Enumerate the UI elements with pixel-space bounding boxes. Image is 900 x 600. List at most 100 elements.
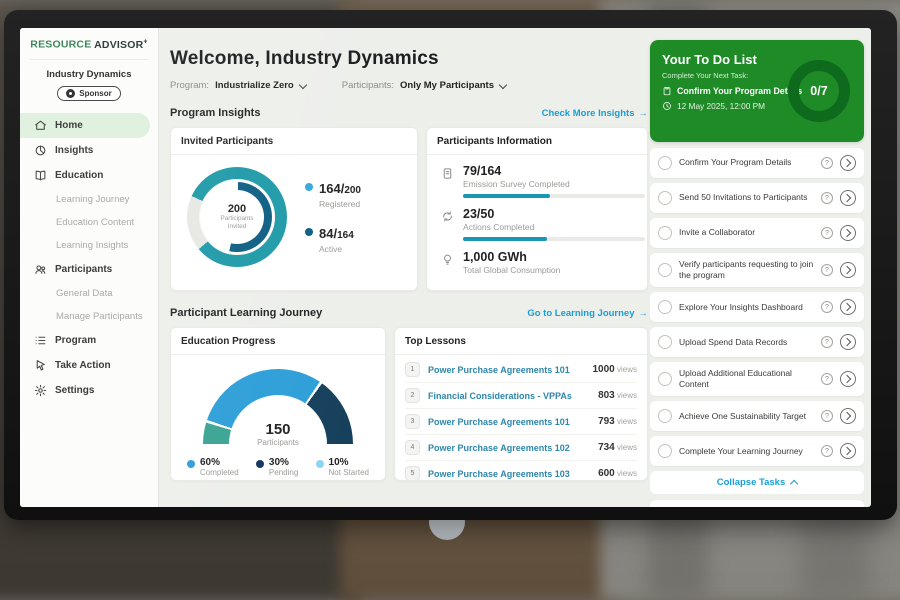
book-icon <box>34 169 47 182</box>
help-icon[interactable]: ? <box>821 264 833 277</box>
task-checkbox[interactable] <box>658 335 672 350</box>
collapse-tasks-button[interactable]: Collapse Tasks <box>650 471 864 495</box>
task-open-button[interactable] <box>840 225 856 241</box>
gauge-center-value: 150 <box>265 421 291 438</box>
task-checkbox[interactable] <box>658 263 672 278</box>
task-row-achieve-target[interactable]: Achieve One Sustainability Target ? <box>650 401 864 432</box>
top-lessons-card: Top Lessons 1 Power Purchase Agreements … <box>394 327 648 481</box>
help-icon[interactable]: ? <box>821 192 833 204</box>
chevron-right-icon <box>842 374 852 384</box>
task-row-verify-participants[interactable]: Verify participants requesting to join t… <box>650 253 864 288</box>
chevron-right-icon <box>842 337 852 347</box>
task-checkbox[interactable] <box>658 300 672 315</box>
lesson-link[interactable]: Power Purchase Agreements 101 <box>428 416 570 427</box>
sidebar-item-insights[interactable]: Insights <box>20 138 150 163</box>
recent-news-title: Recent News <box>650 500 864 507</box>
page-title: Welcome, Industry Dynamics <box>170 48 439 69</box>
help-icon[interactable]: ? <box>821 410 833 423</box>
task-open-button[interactable] <box>840 408 856 425</box>
gauge-center-label: Participants <box>257 438 299 447</box>
sidebar-item-general-data[interactable]: General Data <box>20 282 150 305</box>
task-row-confirm-program[interactable]: Confirm Your Program Details ? <box>650 148 864 178</box>
task-row-complete-learning-journey[interactable]: Complete Your Learning Journey ? <box>650 436 864 467</box>
go-to-learning-journey-link[interactable]: Go to Learning Journey → <box>527 307 649 319</box>
task-checkbox[interactable] <box>658 156 672 170</box>
sidebar-item-home[interactable]: Home <box>20 112 150 138</box>
program-dropdown[interactable]: Industrialize Zero <box>215 80 307 91</box>
sidebar-item-settings[interactable]: Settings <box>20 378 150 403</box>
task-row-send-invitations[interactable]: Send 50 Invitations to Participants ? <box>650 183 864 213</box>
nav-label: Program <box>55 334 97 346</box>
task-checkbox[interactable] <box>658 409 672 424</box>
donut-center-label: Participants Invited <box>220 214 254 230</box>
sidebar-item-education-content[interactable]: Education Content <box>20 211 150 234</box>
todo-subtitle: Complete Your Next Task: <box>662 71 749 80</box>
help-icon[interactable]: ? <box>821 227 833 239</box>
lesson-link[interactable]: Financial Considerations - VPPAs <box>428 390 572 401</box>
help-icon[interactable]: ? <box>821 336 833 349</box>
task-open-button[interactable] <box>840 155 856 171</box>
legend-dot-registered <box>305 183 313 191</box>
donut-legend: 164/200 Registered 84/164 Active <box>305 180 361 254</box>
sidebar-item-learning-journey[interactable]: Learning Journey <box>20 188 150 211</box>
todo-title: Your To Do List <box>662 52 757 67</box>
card-title: Top Lessons <box>395 328 647 355</box>
stat-global-consumption: 1,000 GWh Total Global Consumption <box>441 250 633 275</box>
sidebar-item-manage-participants[interactable]: Manage Participants <box>20 305 150 328</box>
actions-icon <box>441 210 454 223</box>
help-icon[interactable]: ? <box>821 157 833 169</box>
help-icon[interactable]: ? <box>821 301 833 314</box>
nav-label: Participants <box>55 263 113 275</box>
task-checkbox[interactable] <box>658 191 672 205</box>
clock-icon <box>662 101 672 111</box>
check-more-insights-link[interactable]: Check More Insights → <box>541 107 648 119</box>
next-task-label: Confirm Your Program Details <box>677 86 803 96</box>
task-checkbox[interactable] <box>658 226 672 240</box>
sidebar-item-take-action[interactable]: Take Action <box>20 353 150 378</box>
lesson-link[interactable]: Power Purchase Agreements 102 <box>428 442 570 453</box>
task-open-button[interactable] <box>840 262 856 279</box>
lesson-row: 1 Power Purchase Agreements 101 1000 vie… <box>405 357 637 383</box>
chevron-down-icon <box>298 80 307 89</box>
lesson-link[interactable]: Power Purchase Agreements 101 <box>428 364 570 375</box>
lesson-row: 4 Power Purchase Agreements 102 734 view… <box>405 435 637 461</box>
participants-dropdown[interactable]: Only My Participants <box>400 80 508 91</box>
sidebar-nav: Home Insights Education Learning Journey <box>20 112 158 403</box>
task-row-upload-educational-content[interactable]: Upload Additional Educational Content ? <box>650 362 864 397</box>
progress-fill <box>463 237 547 241</box>
task-checkbox[interactable] <box>658 372 672 387</box>
list-icon <box>34 334 47 347</box>
sidebar: RESOURCE ADVISOR+ Industry Dynamics Spon… <box>20 28 159 507</box>
task-open-button[interactable] <box>840 299 856 316</box>
due-date: 12 May 2025, 12:00 PM <box>677 101 766 111</box>
task-checkbox[interactable] <box>658 444 672 459</box>
help-icon[interactable]: ? <box>821 373 833 386</box>
lesson-link[interactable]: Power Purchase Agreements 103 <box>428 468 570 479</box>
sidebar-item-education[interactable]: Education <box>20 163 150 188</box>
sidebar-item-program[interactable]: Program <box>20 328 150 353</box>
nav-label: Insights <box>55 144 94 156</box>
chevron-right-icon <box>842 265 852 275</box>
todo-task-list: Confirm Your Program Details ? Send 50 I… <box>650 148 864 495</box>
organization-name: Industry Dynamics <box>46 68 132 80</box>
task-open-button[interactable] <box>840 190 856 206</box>
lesson-row: 3 Power Purchase Agreements 101 793 view… <box>405 409 637 435</box>
task-row-explore-insights[interactable]: Explore Your Insights Dashboard ? <box>650 292 864 323</box>
education-gauge-chart: 150 Participants <box>203 369 353 447</box>
task-row-invite-collaborator[interactable]: Invite a Collaborator ? <box>650 218 864 248</box>
task-open-button[interactable] <box>840 443 856 460</box>
task-row-upload-spend-data[interactable]: Upload Spend Data Records ? <box>650 327 864 358</box>
help-icon[interactable]: ? <box>821 445 833 458</box>
sidebar-item-learning-insights[interactable]: Learning Insights <box>20 234 150 257</box>
sponsor-badge[interactable]: Sponsor <box>57 85 121 101</box>
task-open-button[interactable] <box>840 371 856 388</box>
participants-dropdown-value: Only My Participants <box>400 80 494 91</box>
arrow-right-icon: → <box>638 307 649 319</box>
legend-label: Registered <box>319 199 361 209</box>
rank-badge: 1 <box>405 362 420 377</box>
sponsor-icon <box>66 88 76 98</box>
sidebar-item-participants[interactable]: Participants <box>20 257 150 282</box>
main-content: Welcome, Industry Dynamics Program: Indu… <box>170 28 648 481</box>
chevron-right-icon <box>842 193 852 203</box>
task-open-button[interactable] <box>840 334 856 351</box>
